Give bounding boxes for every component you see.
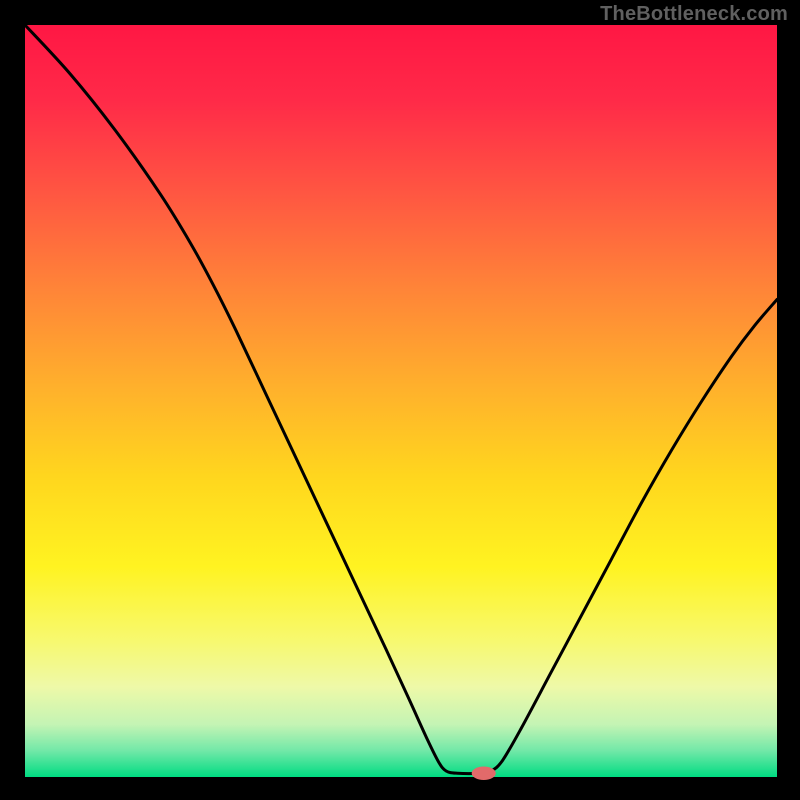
bottleneck-chart	[0, 0, 800, 800]
chart-background	[25, 25, 777, 777]
chart-container: TheBottleneck.com	[0, 0, 800, 800]
watermark-text: TheBottleneck.com	[600, 3, 788, 26]
optimal-marker	[472, 766, 496, 780]
